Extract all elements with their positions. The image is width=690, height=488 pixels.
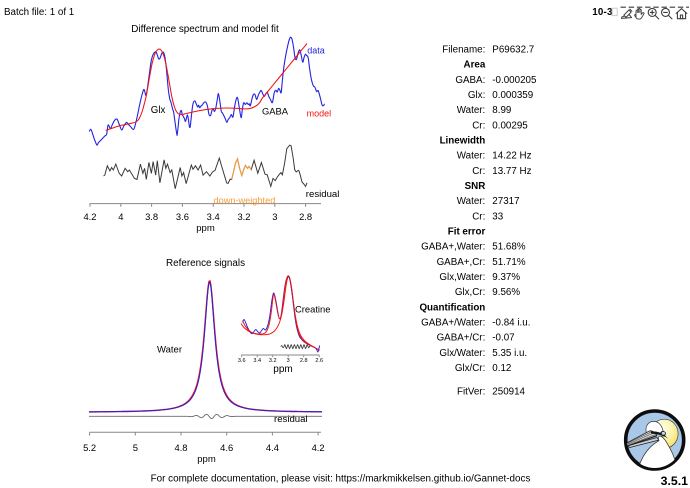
svg-text:13.77 Hz: 13.77 Hz: [492, 166, 531, 177]
svg-text:Linewidth: Linewidth: [440, 136, 486, 147]
svg-text:3.4: 3.4: [207, 211, 220, 222]
svg-text:Area: Area: [464, 60, 486, 71]
svg-text:Creatine: Creatine: [295, 304, 330, 315]
svg-text:-0.000205: -0.000205: [492, 75, 537, 86]
svg-text:5.35 i.u.: 5.35 i.u.: [492, 348, 527, 359]
svg-text:FitVer:: FitVer:: [457, 387, 485, 398]
svg-text:4: 4: [118, 211, 123, 222]
svg-text:3: 3: [272, 211, 277, 222]
svg-text:Difference spectrum and model: Difference spectrum and model fit: [131, 24, 279, 35]
svg-text:-0.07: -0.07: [492, 333, 514, 344]
svg-text:model: model: [307, 108, 332, 118]
svg-text:Fit error: Fit error: [448, 227, 486, 238]
svg-text:2.8: 2.8: [300, 358, 308, 364]
svg-text:Filename:: Filename:: [442, 45, 485, 56]
svg-text:Glx:: Glx:: [468, 90, 485, 101]
svg-text:4.8: 4.8: [174, 442, 187, 453]
svg-text:0.12: 0.12: [492, 363, 511, 374]
svg-text:3.2: 3.2: [237, 211, 250, 222]
svg-text:ppm: ppm: [196, 223, 215, 234]
svg-text:residual: residual: [274, 414, 308, 425]
svg-text:3.6: 3.6: [176, 211, 189, 222]
svg-text:4.6: 4.6: [220, 442, 233, 453]
svg-text:3: 3: [287, 358, 290, 364]
svg-text:P69632.7: P69632.7: [492, 45, 534, 56]
svg-text:2.8: 2.8: [299, 211, 312, 222]
svg-text:GABA+/Water:: GABA+/Water:: [421, 318, 485, 329]
svg-text:GABA+,Water:: GABA+,Water:: [421, 242, 485, 253]
svg-text:GABA:: GABA:: [455, 75, 485, 86]
svg-text:51.71%: 51.71%: [492, 257, 526, 268]
svg-text:8.99: 8.99: [492, 105, 511, 116]
svg-text:3.6: 3.6: [238, 358, 246, 364]
svg-text:Water: Water: [157, 345, 182, 356]
svg-text:Quantification: Quantification: [419, 302, 485, 313]
svg-text:3.4: 3.4: [253, 358, 261, 364]
svg-text:Glx,Water:: Glx,Water:: [439, 272, 485, 283]
svg-text:Cr:: Cr:: [472, 166, 485, 177]
svg-text:9.56%: 9.56%: [492, 287, 520, 298]
svg-text:-0.84 i.u.: -0.84 i.u.: [492, 318, 530, 329]
svg-text:0.00295: 0.00295: [492, 120, 528, 131]
svg-text:51.68%: 51.68%: [492, 242, 526, 253]
svg-text:3.2: 3.2: [269, 358, 277, 364]
svg-text:Water:: Water:: [457, 105, 486, 116]
svg-text:2.6: 2.6: [315, 358, 323, 364]
svg-text:9.37%: 9.37%: [492, 272, 520, 283]
svg-text:Glx/Cr:: Glx/Cr:: [455, 363, 485, 374]
svg-text:Glx,Cr:: Glx,Cr:: [455, 287, 485, 298]
svg-text:GABA+,Cr:: GABA+,Cr:: [437, 257, 486, 268]
svg-text:GABA+/Cr:: GABA+/Cr:: [437, 333, 486, 344]
svg-text:Water:: Water:: [457, 196, 486, 207]
svg-text:4.2: 4.2: [83, 211, 96, 222]
svg-text:Glx/Water:: Glx/Water:: [439, 348, 485, 359]
svg-text:5: 5: [133, 442, 138, 453]
svg-text:14.22 Hz: 14.22 Hz: [492, 151, 531, 162]
svg-text:Cr:: Cr:: [472, 211, 485, 222]
svg-text:27317: 27317: [492, 196, 519, 207]
svg-text:ppm: ppm: [273, 364, 292, 375]
svg-text:Batch file: 1 of 1: Batch file: 1 of 1: [4, 7, 74, 18]
svg-text:ppm: ppm: [197, 454, 216, 465]
svg-text:10-3: 10-3: [592, 7, 613, 18]
svg-text:3.8: 3.8: [145, 211, 158, 222]
svg-text:SNR: SNR: [465, 181, 486, 192]
svg-text:Cr:: Cr:: [472, 120, 485, 131]
svg-text:Glx: Glx: [151, 105, 166, 116]
svg-text:data: data: [307, 46, 325, 56]
svg-text:down-weighted: down-weighted: [214, 195, 276, 205]
svg-text:4.4: 4.4: [266, 442, 279, 453]
svg-text:250914: 250914: [492, 387, 525, 398]
svg-text:Water:: Water:: [457, 151, 486, 162]
svg-text:4.2: 4.2: [312, 442, 325, 453]
svg-text:For complete documentation, pl: For complete documentation, please visit…: [151, 473, 531, 484]
svg-text:3.5.1: 3.5.1: [661, 474, 689, 488]
svg-text:33: 33: [492, 211, 503, 222]
svg-text:residual: residual: [306, 189, 340, 200]
svg-text:Reference signals: Reference signals: [166, 258, 245, 269]
svg-text:0.000359: 0.000359: [492, 90, 533, 101]
svg-text:GABA: GABA: [262, 105, 289, 116]
svg-text:5.2: 5.2: [83, 442, 96, 453]
